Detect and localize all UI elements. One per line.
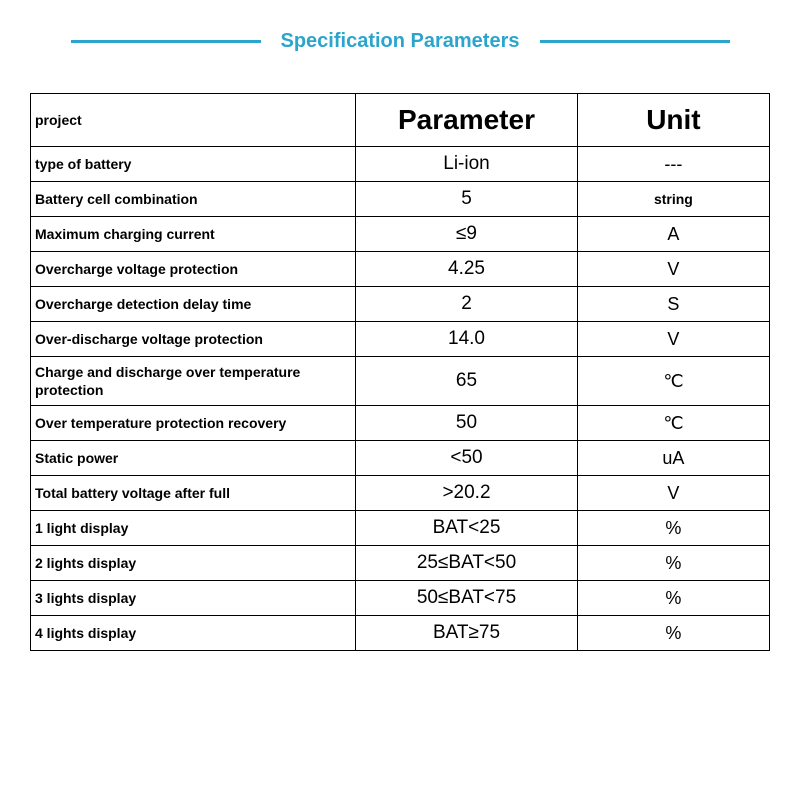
cell-project: Over-discharge voltage protection xyxy=(31,322,356,357)
cell-project: Total battery voltage after full xyxy=(31,476,356,511)
table-row: type of batteryLi-ion--- xyxy=(31,147,770,182)
cell-param: Li-ion xyxy=(356,147,578,182)
cell-project: 4 lights display xyxy=(31,616,356,651)
table-row: Over-discharge voltage protection14.0V xyxy=(31,322,770,357)
page-title: Specification Parameters xyxy=(281,30,520,53)
cell-unit: V xyxy=(577,252,769,287)
cell-param: 4.25 xyxy=(356,252,578,287)
col-header-unit: Unit xyxy=(577,94,769,147)
table-row: Charge and discharge over temperature pr… xyxy=(31,357,770,406)
cell-project: Overcharge detection delay time xyxy=(31,287,356,322)
cell-param: 50 xyxy=(356,406,578,441)
cell-unit: ℃ xyxy=(577,357,769,406)
cell-param: 65 xyxy=(356,357,578,406)
table-row: Overcharge detection delay time2S xyxy=(31,287,770,322)
table-row: Battery cell combination5string xyxy=(31,182,770,217)
table-row: 4 lights displayBAT≥75% xyxy=(31,616,770,651)
cell-param: 25≤BAT<50 xyxy=(356,546,578,581)
cell-unit: ℃ xyxy=(577,406,769,441)
cell-unit: A xyxy=(577,217,769,252)
cell-project: Charge and discharge over temperature pr… xyxy=(31,357,356,406)
cell-project: Battery cell combination xyxy=(31,182,356,217)
cell-unit: % xyxy=(577,616,769,651)
cell-project: Static power xyxy=(31,441,356,476)
table-row: Overcharge voltage protection4.25V xyxy=(31,252,770,287)
spec-table: project Parameter Unit type of batteryLi… xyxy=(30,93,770,651)
cell-project: 3 lights display xyxy=(31,581,356,616)
table-row: 2 lights display25≤BAT<50% xyxy=(31,546,770,581)
cell-unit: V xyxy=(577,322,769,357)
table-header: project Parameter Unit xyxy=(31,94,770,147)
table-body: type of batteryLi-ion---Battery cell com… xyxy=(31,147,770,651)
cell-param: 50≤BAT<75 xyxy=(356,581,578,616)
title-line-right xyxy=(540,40,730,43)
table-row: 1 light displayBAT<25% xyxy=(31,511,770,546)
cell-project: Over temperature protection recovery xyxy=(31,406,356,441)
cell-project: Overcharge voltage protection xyxy=(31,252,356,287)
cell-unit: --- xyxy=(577,147,769,182)
cell-param: 14.0 xyxy=(356,322,578,357)
cell-param: ≤9 xyxy=(356,217,578,252)
cell-unit: % xyxy=(577,581,769,616)
cell-project: 2 lights display xyxy=(31,546,356,581)
cell-param: 5 xyxy=(356,182,578,217)
cell-unit: V xyxy=(577,476,769,511)
cell-unit: % xyxy=(577,511,769,546)
cell-param: 2 xyxy=(356,287,578,322)
table-row: Total battery voltage after full>20.2V xyxy=(31,476,770,511)
cell-unit: uA xyxy=(577,441,769,476)
table-row: Maximum charging current≤9A xyxy=(31,217,770,252)
title-line-left xyxy=(71,40,261,43)
col-header-project: project xyxy=(31,94,356,147)
cell-project: type of battery xyxy=(31,147,356,182)
table-row: 3 lights display50≤BAT<75% xyxy=(31,581,770,616)
title-section: Specification Parameters xyxy=(30,30,770,53)
cell-project: 1 light display xyxy=(31,511,356,546)
cell-unit: S xyxy=(577,287,769,322)
cell-param: >20.2 xyxy=(356,476,578,511)
cell-project: Maximum charging current xyxy=(31,217,356,252)
table-row: Static power<50uA xyxy=(31,441,770,476)
cell-unit: % xyxy=(577,546,769,581)
cell-unit: string xyxy=(577,182,769,217)
cell-param: <50 xyxy=(356,441,578,476)
cell-param: BAT≥75 xyxy=(356,616,578,651)
table-header-row: project Parameter Unit xyxy=(31,94,770,147)
cell-param: BAT<25 xyxy=(356,511,578,546)
col-header-parameter: Parameter xyxy=(356,94,578,147)
table-row: Over temperature protection recovery50℃ xyxy=(31,406,770,441)
